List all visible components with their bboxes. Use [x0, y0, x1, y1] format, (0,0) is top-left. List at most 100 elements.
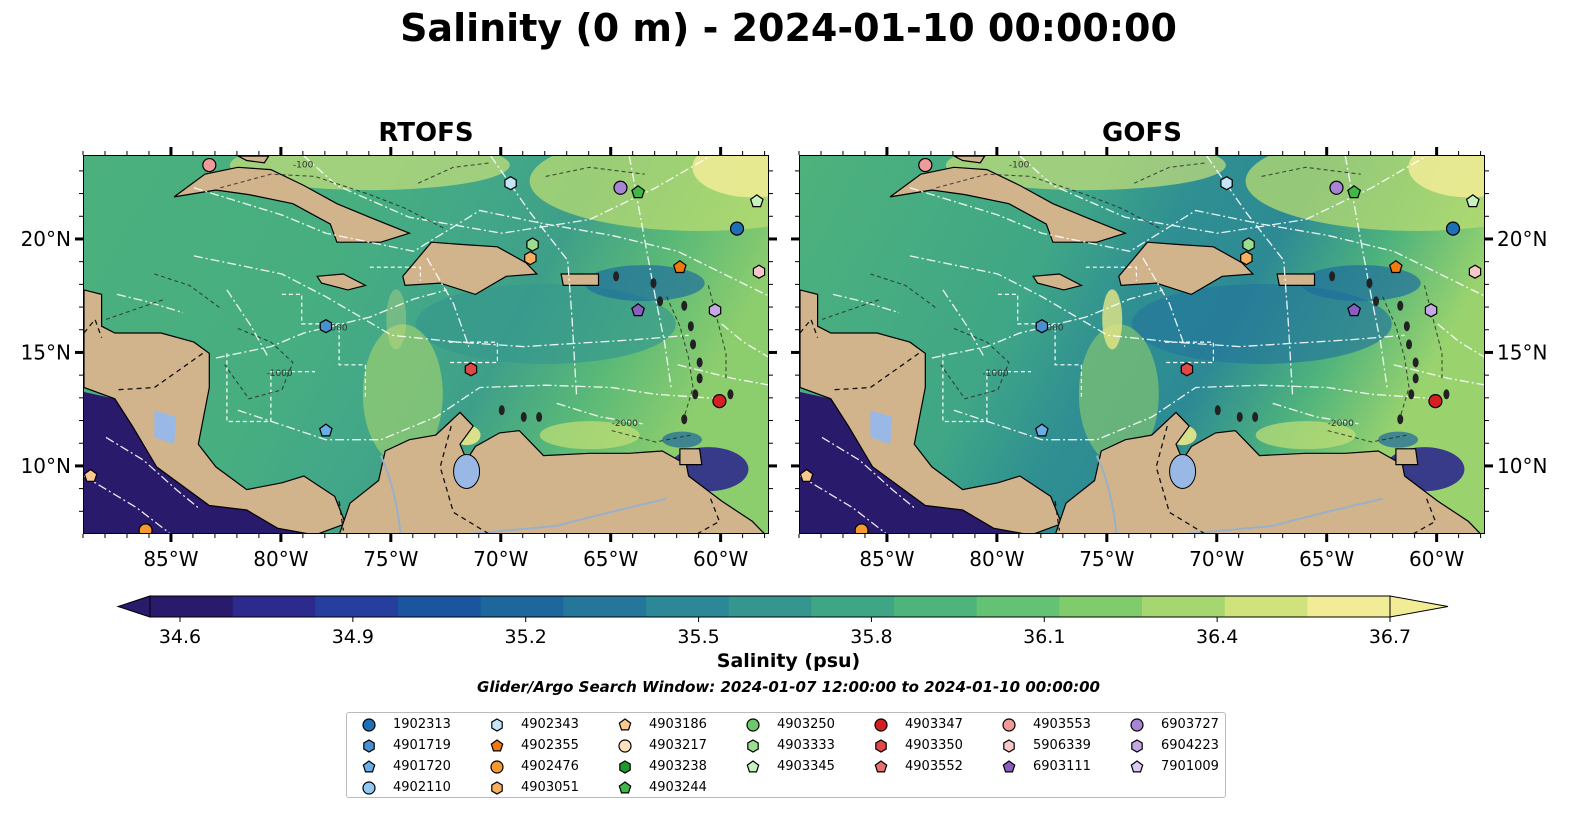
float-marker: [138, 523, 153, 533]
contour-label: -1000: [321, 324, 347, 334]
legend-marker-icon: [618, 781, 632, 794]
colorbar-segment: [728, 596, 812, 617]
small-island: [687, 321, 694, 332]
legend-label: 4903238: [649, 759, 707, 774]
colorbar-tick-label: 36.1: [1023, 626, 1065, 648]
float-marker: [1180, 362, 1194, 377]
panel-title-rtofs: RTOFS: [378, 118, 474, 148]
legend-marker-icon: [747, 739, 759, 753]
float-marker: [1240, 250, 1253, 266]
small-island: [650, 278, 657, 289]
small-island: [1406, 339, 1413, 350]
country-border: [832, 352, 920, 391]
colorbar-frame: [149, 595, 1391, 618]
small-island: [1403, 321, 1410, 332]
legend-marker: [363, 739, 375, 753]
float-marker: [854, 523, 869, 533]
legend-label: 4902343: [521, 717, 579, 732]
boundary-line: [909, 255, 1405, 348]
small-island: [681, 300, 688, 311]
land-trinidad: [1395, 448, 1419, 466]
maritime-box: [1085, 266, 1137, 281]
colorbar-segment: [1059, 596, 1143, 617]
colorbar-segment: [976, 596, 1060, 617]
land-cuba: [889, 166, 1128, 243]
float-legend: 1902313 4901719 4901720 4902110 4902343 49023…: [346, 712, 1226, 798]
legend-marker-icon: [874, 760, 888, 773]
land-central: [800, 289, 1063, 533]
boundary-line: [193, 187, 768, 297]
legend-label: 4903552: [905, 759, 963, 774]
legend-marker: [746, 760, 760, 773]
legend-marker: [875, 739, 887, 753]
float-marker: [202, 157, 217, 173]
legend-label: 4903051: [521, 780, 579, 795]
float-marker: [318, 423, 333, 437]
country-border: [1155, 425, 1205, 533]
legend-marker-icon: [1130, 718, 1144, 732]
bathymetry-contour: [154, 273, 221, 309]
river-magdalena: [379, 455, 402, 533]
legend-marker-icon: [491, 781, 503, 795]
colorbar-segment: [1142, 596, 1226, 617]
legend-marker: [618, 739, 632, 753]
bathymetry-contour: [666, 296, 694, 418]
maritime-box: [369, 266, 421, 281]
maritime-box: [281, 293, 366, 397]
land-florida: [953, 156, 986, 164]
boundary-line: [800, 475, 887, 533]
legend-marker: [618, 781, 632, 794]
legend-marker: [1130, 760, 1144, 773]
gofs-map[interactable]: -100 -1000 -1000 -2000: [799, 155, 1485, 534]
legend-marker-icon: [1131, 739, 1143, 753]
bathymetry-contour: [1261, 166, 1361, 177]
small-island: [1412, 373, 1419, 384]
lake-maracaibo: [453, 453, 481, 489]
legend-marker-icon: [490, 760, 504, 774]
colorbar-tick-label: 35.5: [677, 626, 719, 648]
colorbar-tick-label: 34.6: [159, 626, 201, 648]
panel-title-gofs: GOFS: [1102, 118, 1182, 148]
boundary-line: [1019, 156, 1427, 234]
float-marker: [1035, 319, 1049, 334]
colorbar-tick-label: 35.2: [505, 626, 547, 648]
country-border: [84, 318, 103, 338]
float-marker: [631, 185, 646, 199]
legend-marker: [746, 718, 760, 732]
legend-marker: [362, 781, 376, 795]
colorbar-label: Salinity (psu): [716, 650, 861, 672]
contour-label: -1000: [982, 369, 1008, 379]
contour-label: -2000: [612, 419, 638, 429]
legend-marker-icon: [490, 739, 504, 752]
float-marker: [526, 237, 539, 252]
legend-marker: [618, 718, 632, 731]
colorbar-segment: [563, 596, 647, 617]
bathymetry-contour: [417, 162, 491, 184]
bathymetry-contour: [940, 327, 1010, 400]
rtofs-map[interactable]: -100 -1000 -1000 -2000: [83, 155, 769, 534]
boundary-line: [628, 156, 672, 388]
legend-marker-icon: [618, 718, 632, 731]
lake-maracaibo: [1169, 453, 1197, 489]
boundary-line: [105, 436, 199, 509]
figure-title: Salinity (0 m) - 2024-01-10 00:00:00: [400, 6, 1177, 50]
boundary-line: [84, 475, 171, 533]
colorbar-segment: [1224, 596, 1308, 617]
maritime-box: [942, 353, 1031, 423]
maritime-box: [997, 293, 1082, 397]
float-marker: [918, 157, 933, 173]
contour-label: -1000: [266, 369, 292, 379]
lon-tick-label: 85°W: [143, 547, 198, 571]
country-border: [800, 318, 819, 338]
lake-nicaragua: [154, 410, 177, 445]
lat-tick-label: 20°N: [21, 227, 71, 251]
pacific-low-salinity: [84, 392, 304, 533]
boundary-line: [909, 187, 1484, 297]
bathymetry-contour: [936, 173, 1161, 230]
bathymetry-contour: [1382, 296, 1410, 418]
land-puertorico: [1276, 273, 1316, 286]
float-marker: [752, 264, 766, 279]
colorbar-segment: [894, 596, 978, 617]
small-island: [520, 411, 527, 422]
small-island: [1252, 411, 1259, 422]
